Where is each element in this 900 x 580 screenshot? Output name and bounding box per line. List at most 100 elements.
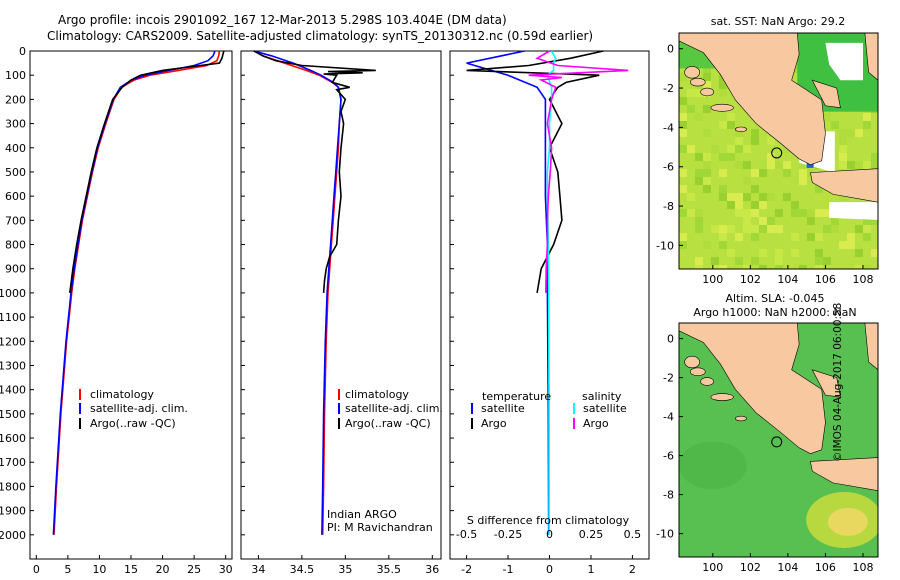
legend-salinity-title: salinity bbox=[582, 390, 622, 403]
sst-cell bbox=[815, 257, 823, 265]
x-tick-label: 1 bbox=[587, 563, 594, 576]
x-tick-label: 104 bbox=[777, 561, 798, 574]
sst-cell bbox=[855, 161, 863, 169]
series-line-satellite-adj-clim- bbox=[52, 50, 216, 535]
sst-cell bbox=[695, 153, 703, 161]
y-tick-label: -8 bbox=[663, 200, 674, 213]
sla-map-subtitle: Argo h1000: NaN h2000: NaN bbox=[693, 306, 856, 319]
sst-cell bbox=[847, 129, 855, 137]
sst-cell bbox=[719, 89, 727, 97]
sst-cell bbox=[695, 217, 703, 225]
y-tick-label: -6 bbox=[663, 450, 674, 463]
sst-cell bbox=[759, 217, 767, 225]
sst-cell bbox=[791, 249, 799, 257]
sst-cell bbox=[727, 145, 735, 153]
sst-cell bbox=[703, 153, 711, 161]
sst-cell bbox=[687, 209, 695, 217]
sst-cell bbox=[815, 249, 823, 257]
sst-cell bbox=[823, 209, 831, 217]
sst-cell bbox=[767, 193, 775, 201]
sst-cell bbox=[711, 265, 719, 269]
y-tick-label: -10 bbox=[656, 528, 674, 541]
sst-cell bbox=[687, 145, 695, 153]
sst-cell bbox=[775, 249, 783, 257]
sst-cell bbox=[703, 105, 711, 113]
series-line-argo-raw-qc- bbox=[253, 50, 376, 293]
sst-cell bbox=[719, 225, 727, 233]
sst-cell bbox=[703, 65, 711, 73]
sst-cell bbox=[743, 161, 751, 169]
sst-cell bbox=[807, 233, 815, 241]
sst-cell bbox=[743, 177, 751, 185]
sla-patch bbox=[679, 441, 747, 490]
y-tick-label: 100 bbox=[5, 69, 26, 82]
land-borneo bbox=[864, 33, 878, 81]
sst-cell bbox=[759, 249, 767, 257]
sst-cell bbox=[695, 209, 703, 217]
sst-cell bbox=[687, 105, 695, 113]
x-tick-label: 104 bbox=[777, 273, 798, 286]
sst-cell bbox=[751, 225, 759, 233]
map-body bbox=[679, 33, 878, 269]
x-tick-label: -1 bbox=[503, 563, 514, 576]
x-tick-label: 106 bbox=[815, 561, 836, 574]
sst-cell bbox=[775, 257, 783, 265]
sst-map-title: sat. SST: NaN Argo: 29.2 bbox=[711, 15, 845, 28]
y-tick-label: 200 bbox=[5, 93, 26, 106]
sst-cell bbox=[711, 225, 719, 233]
s-tick-label: 0 bbox=[546, 528, 553, 541]
x-tick-label: 106 bbox=[815, 273, 836, 286]
sst-cell bbox=[855, 249, 863, 257]
sst-cell bbox=[823, 113, 831, 121]
x-tick-label: -2 bbox=[461, 563, 472, 576]
sst-cell bbox=[679, 169, 687, 177]
y-tick-label: 400 bbox=[5, 142, 26, 155]
sst-cell bbox=[719, 265, 727, 269]
difference-panel: -2-1012T difference from climatology-0.5… bbox=[449, 50, 650, 576]
sst-cell bbox=[743, 209, 751, 217]
axes-frame bbox=[29, 50, 233, 560]
y-tick-label: 900 bbox=[5, 263, 26, 276]
series-line-salinity-argo bbox=[528, 50, 629, 293]
sst-cell bbox=[775, 265, 783, 269]
sst-cell bbox=[759, 169, 767, 177]
legend-label: satellite bbox=[583, 402, 627, 415]
legend-label: Argo bbox=[481, 417, 507, 430]
y-tick-label: 2000 bbox=[0, 529, 26, 542]
sst-cell bbox=[703, 177, 711, 185]
annotation-pi: PI: M Ravichandran bbox=[327, 521, 433, 534]
sst-cell bbox=[695, 225, 703, 233]
series-line-satellite-adj-clim- bbox=[253, 50, 342, 535]
land-island bbox=[735, 126, 747, 133]
y-tick-label: 0 bbox=[19, 45, 26, 58]
y-tick-label: 1600 bbox=[0, 432, 26, 445]
temperature-panel: 0 5 10 15 20 25 300100200300400500600700800900… bbox=[0, 45, 233, 576]
land-java bbox=[810, 457, 878, 492]
sst-cell bbox=[735, 233, 743, 241]
sst-cell bbox=[863, 161, 871, 169]
sst-cell bbox=[719, 121, 727, 129]
legend-temperature-title: temperature bbox=[482, 390, 551, 403]
legend-label: satellite bbox=[481, 402, 525, 415]
land-sumatra bbox=[679, 33, 826, 166]
sst-cell bbox=[719, 153, 727, 161]
x-tick-label: 36 bbox=[425, 563, 439, 576]
sst-cell bbox=[719, 193, 727, 201]
sst-cell bbox=[807, 217, 815, 225]
y-tick-label: 1500 bbox=[0, 408, 26, 421]
sla-map-panel: 100 102 104 106 108 0 -2 -4 -6 -8 -10 Altim. SLA: -… bbox=[656, 292, 879, 574]
land-island bbox=[735, 415, 747, 422]
sst-cell bbox=[831, 217, 839, 225]
sst-cell bbox=[839, 129, 847, 137]
sst-cell bbox=[799, 265, 807, 269]
sst-cell bbox=[743, 225, 751, 233]
sst-cell bbox=[735, 193, 743, 201]
sst-cell bbox=[855, 265, 863, 269]
sst-cell bbox=[679, 185, 687, 193]
sst-cell bbox=[767, 225, 775, 233]
sst-cell bbox=[767, 161, 775, 169]
sst-cell bbox=[775, 209, 783, 217]
sst-cell bbox=[703, 73, 711, 81]
land-island bbox=[700, 87, 715, 97]
sst-cell bbox=[735, 129, 743, 137]
